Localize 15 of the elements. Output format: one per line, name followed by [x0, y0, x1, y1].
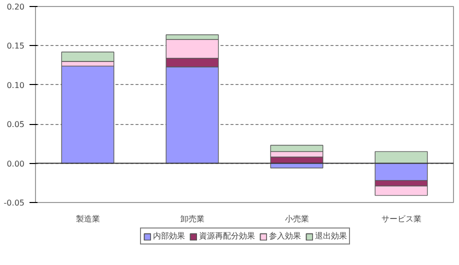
x-tick-label: 製造業 — [76, 214, 100, 224]
x-tick-label: 卸売業 — [180, 214, 204, 224]
y-tick-label: 0.10 — [6, 80, 24, 90]
legend-label: 資源再配分効果 — [199, 230, 255, 242]
y-tick-label: -0.05 — [4, 198, 25, 208]
y-tick-label: 0.05 — [6, 120, 24, 130]
y-tick-label: 0.00 — [6, 159, 24, 168]
x-tick-label: サービス業 — [381, 214, 422, 224]
legend-label: 参入効果 — [269, 230, 301, 242]
y-tick-label: 0.15 — [6, 42, 24, 51]
x-tick-label: 小売業 — [284, 214, 309, 224]
legend-label: 退出効果 — [315, 230, 347, 242]
bar — [61, 66, 114, 164]
legend-label: 内部効果 — [153, 230, 185, 242]
y-tick-label: 0.20 — [6, 2, 24, 12]
